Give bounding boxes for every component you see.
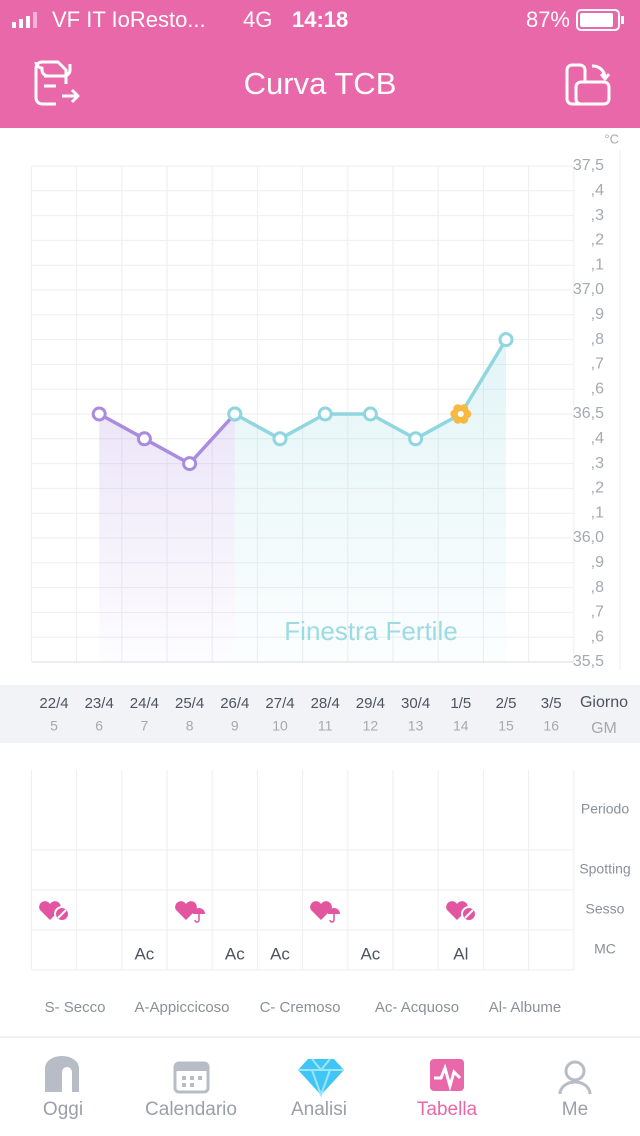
tab-label[interactable]: Tabella: [417, 1099, 478, 1120]
line: [98, 412, 237, 466]
rotate-button[interactable]: [565, 63, 611, 106]
y-tick-label: 35,5: [573, 653, 604, 670]
cycle-day: 6: [95, 718, 103, 734]
y-tick-label: ,9: [591, 554, 604, 571]
mc-label: Ac: [360, 944, 380, 963]
cycle-day: 7: [141, 718, 149, 734]
y-tick-label: 36,0: [573, 529, 604, 546]
point: [272, 431, 288, 447]
y-tick-label: ,9: [591, 306, 604, 323]
date-band: [0, 685, 640, 743]
battery-icon: [576, 9, 624, 31]
x-tick-label: 1/5: [450, 695, 471, 712]
cycle-day: 14: [453, 718, 469, 734]
tab-icons: [45, 1056, 592, 1098]
network: 4G: [243, 7, 272, 32]
mc-label: Ac: [225, 944, 245, 963]
point: [408, 431, 424, 447]
mc-label: Ac: [270, 944, 290, 963]
y-tick-label: ,6: [591, 628, 604, 645]
mc-label: Ac: [134, 944, 154, 963]
y-tick-label: ,6: [591, 380, 604, 397]
mc-label: Al: [453, 944, 468, 963]
tab-label[interactable]: Calendario: [145, 1099, 237, 1120]
export-button[interactable]: [34, 60, 80, 106]
cycle-day: 15: [498, 718, 514, 734]
y-tick-label: ,2: [591, 480, 604, 497]
point: [136, 431, 152, 447]
x-tick-label: 25/4: [175, 695, 204, 712]
point: [227, 406, 243, 422]
sesso-icons: [39, 901, 477, 923]
cycle-day-label: GM: [591, 720, 617, 737]
x-tick-label: 24/4: [130, 695, 159, 712]
legend-item: Al- Albume: [489, 999, 562, 1016]
y-tick-label: ,7: [591, 356, 604, 373]
cycle-day: 13: [408, 718, 424, 734]
petal-center: [457, 411, 464, 417]
y-tick-label: ,1: [591, 504, 604, 521]
x-tick-label: 28/4: [311, 695, 340, 712]
signal: [12, 12, 37, 28]
cycle-day: 16: [543, 718, 559, 734]
x-tick-label: 23/4: [85, 695, 114, 712]
y-tick-label: ,8: [591, 579, 604, 596]
cycle-day: 10: [272, 718, 288, 734]
point: [362, 406, 378, 422]
legend-item: C- Cremoso: [260, 999, 341, 1016]
x-tick-label: 29/4: [356, 695, 385, 712]
legend-item: A-Appiccicoso: [134, 999, 229, 1016]
y-tick-label: ,8: [591, 331, 604, 348]
point: [182, 456, 198, 472]
y-tick-label: 37,5: [573, 157, 604, 174]
y-tick-label: ,3: [591, 207, 604, 224]
y-tick-label: 37,0: [573, 281, 604, 298]
x-tick-label: 26/4: [220, 695, 249, 712]
point: [317, 406, 333, 422]
tab-label[interactable]: Analisi: [291, 1099, 347, 1120]
y-tick-label: ,4: [591, 182, 604, 199]
x-tick-label: 2/5: [496, 695, 517, 712]
tab-label[interactable]: Oggi: [43, 1099, 83, 1120]
obs-row-label: Spotting: [579, 861, 630, 877]
legend-item: S- Secco: [45, 999, 106, 1016]
obs-row-label: Sesso: [586, 901, 625, 917]
cycle-day: 5: [50, 718, 58, 734]
annotation: Finestra Fertile: [284, 616, 457, 646]
y-tick-label: ,2: [591, 232, 604, 249]
area: [99, 414, 235, 662]
cycle-day: 9: [231, 718, 239, 734]
legend-item: Ac- Acquoso: [375, 999, 459, 1016]
cycle-day: 12: [363, 718, 379, 734]
header-bg: [0, 0, 640, 128]
y-tick-label: ,1: [591, 256, 604, 273]
x-tick-label: 27/4: [265, 695, 294, 712]
time: 14:18: [292, 7, 348, 32]
x-tick-label: 22/4: [39, 695, 68, 712]
ovulation-marker: [450, 404, 472, 424]
petal: [459, 404, 469, 414]
tab-label[interactable]: Me: [562, 1099, 588, 1120]
x-axis-label: Giorno: [580, 694, 628, 711]
y-tick-label: ,4: [591, 430, 604, 447]
obs-row-label: MC: [594, 941, 616, 957]
y-tick-label: ,7: [591, 604, 604, 621]
y-unit: °C: [604, 131, 619, 146]
header-title: Curva TCB: [244, 66, 397, 101]
point: [498, 332, 514, 348]
x-tick-label: 3/5: [541, 695, 562, 712]
cycle-day: 11: [318, 718, 333, 734]
cycle-day: 8: [186, 718, 194, 734]
battery-text: 87%: [526, 7, 570, 32]
obs-row-label: Periodo: [581, 801, 629, 817]
area: [234, 339, 507, 662]
point: [91, 406, 107, 422]
carrier: VF IT IoResto...: [52, 7, 206, 32]
y-tick-label: 36,5: [573, 405, 604, 422]
x-tick-label: 30/4: [401, 695, 430, 712]
y-tick-label: ,3: [591, 455, 604, 472]
